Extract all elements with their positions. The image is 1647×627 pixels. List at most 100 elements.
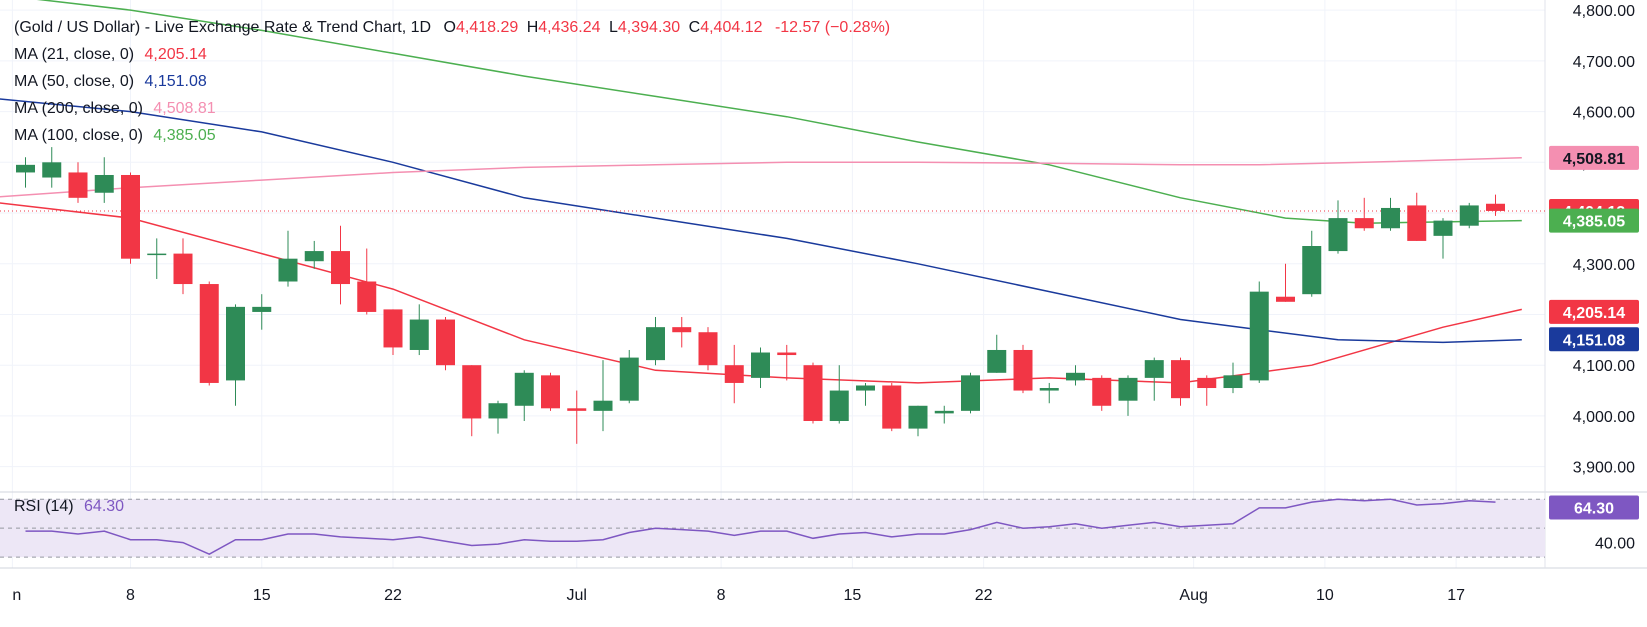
candle-body	[42, 162, 62, 178]
candle-body	[1433, 220, 1453, 236]
legend-ma100-value: 4,385.05	[153, 127, 216, 144]
candle-body	[646, 327, 665, 361]
rsi-line	[25, 498, 1496, 556]
candle	[488, 400, 508, 434]
candle-body	[1354, 218, 1374, 229]
candle-body	[1171, 360, 1190, 399]
legend-ma100[interactable]: MA (100, close, 0) 4,385.05	[14, 122, 890, 149]
legend-ma200-value: 4,508.81	[153, 100, 216, 117]
price-tick-label: 4,800.00	[1573, 3, 1635, 20]
candle-body	[488, 403, 508, 419]
ma-price-tag-bg	[1549, 299, 1639, 324]
candle	[304, 240, 324, 269]
date-tick-label: Aug	[1179, 587, 1207, 604]
candle	[1144, 357, 1164, 401]
candle-body	[462, 365, 482, 419]
ma-price-tag-bg	[1549, 208, 1639, 233]
ma100-line	[36, 0, 1522, 224]
legend-ma200[interactable]: MA (200, close, 0) 4,508.81	[14, 95, 890, 122]
candle-body	[987, 349, 1007, 373]
candle	[1433, 218, 1453, 259]
candle	[1118, 375, 1138, 416]
candle	[934, 405, 954, 424]
legend-ma200-label: MA (200, close, 0)	[14, 100, 143, 117]
price-tick-label: 4,300.00	[1573, 257, 1635, 274]
candle	[1197, 375, 1217, 406]
date-tick-label: 15	[843, 587, 861, 604]
rsi-current-tag: 64.30	[1574, 500, 1614, 517]
candle-body	[147, 253, 167, 256]
price-tick-label: 4,600.00	[1573, 105, 1635, 122]
candle-body	[383, 309, 403, 348]
candle-body	[1459, 205, 1479, 226]
candle	[252, 294, 272, 330]
price-axis[interactable]: 3,900.004,000.004,100.004,200.004,300.00…	[1549, 3, 1639, 553]
candle	[331, 225, 350, 305]
candle-body	[1381, 207, 1400, 229]
candle-body	[68, 172, 88, 198]
candle	[1039, 382, 1059, 404]
date-tick-label: Jul	[567, 587, 587, 604]
rsi-legend[interactable]: RSI (14) 64.30	[14, 498, 124, 516]
candle	[199, 281, 219, 386]
candle-body	[331, 251, 350, 285]
candle	[383, 309, 403, 356]
legend-ma21[interactable]: MA (21, close, 0) 4,205.14	[14, 41, 890, 68]
candle	[646, 317, 665, 366]
time-axis[interactable]: n 8 15 22 Jul 8 15 22 Aug 10 17	[12, 587, 1465, 604]
candle	[987, 334, 1007, 373]
candle	[724, 344, 744, 404]
candle-body	[1013, 349, 1033, 391]
candle	[1302, 230, 1322, 297]
candle-body	[593, 400, 613, 411]
close-label: C	[688, 19, 701, 36]
candle	[672, 317, 692, 348]
legend-ma21-label: MA (21, close, 0)	[14, 46, 135, 63]
candle	[173, 238, 193, 295]
candle-body	[567, 408, 587, 411]
candle	[226, 304, 245, 406]
date-tick-label: 8	[126, 587, 135, 604]
candle-body	[672, 327, 692, 333]
legend-ma50-value: 4,151.08	[144, 73, 207, 90]
date-tick-label: 22	[975, 587, 993, 604]
candle	[541, 372, 560, 411]
candle	[1459, 202, 1479, 229]
ma50-line	[0, 98, 1522, 344]
candle-body	[1039, 388, 1059, 391]
price-tick-label: 4,000.00	[1573, 409, 1635, 426]
candle	[1092, 375, 1112, 411]
candle	[94, 157, 114, 203]
legend-ma100-label: MA (100, close, 0)	[14, 127, 143, 144]
candle-body	[1066, 372, 1085, 381]
candle	[42, 147, 62, 188]
date-tick-label: 22	[384, 587, 402, 604]
candle-body	[409, 319, 429, 350]
candle	[121, 172, 140, 264]
legend-ma50-label: MA (50, close, 0)	[14, 73, 135, 90]
candle-body	[724, 365, 744, 383]
candle-body	[1144, 360, 1164, 378]
candle-body	[829, 390, 849, 421]
candle-body	[1223, 375, 1243, 389]
price-tick-label: 4,100.00	[1573, 358, 1635, 375]
legend-ma50[interactable]: MA (50, close, 0) 4,151.08	[14, 68, 890, 95]
candle	[1407, 192, 1427, 241]
low-label: L	[609, 19, 618, 36]
ma-price-tag-bg	[1549, 327, 1639, 352]
candle-body	[751, 352, 770, 378]
ma-price-tag: 4,385.05	[1563, 214, 1625, 231]
candle-body	[934, 410, 954, 414]
candle	[803, 362, 823, 424]
candle-body	[94, 174, 114, 193]
candle-body	[1407, 205, 1427, 241]
candle	[619, 349, 639, 404]
candle-body	[121, 174, 140, 259]
date-tick-label: 17	[1447, 587, 1465, 604]
rsi-legend-value: 64.30	[84, 498, 125, 515]
candle	[68, 162, 88, 203]
candle-body	[1197, 377, 1217, 389]
candle-body	[961, 375, 980, 411]
candle-body	[436, 319, 455, 366]
